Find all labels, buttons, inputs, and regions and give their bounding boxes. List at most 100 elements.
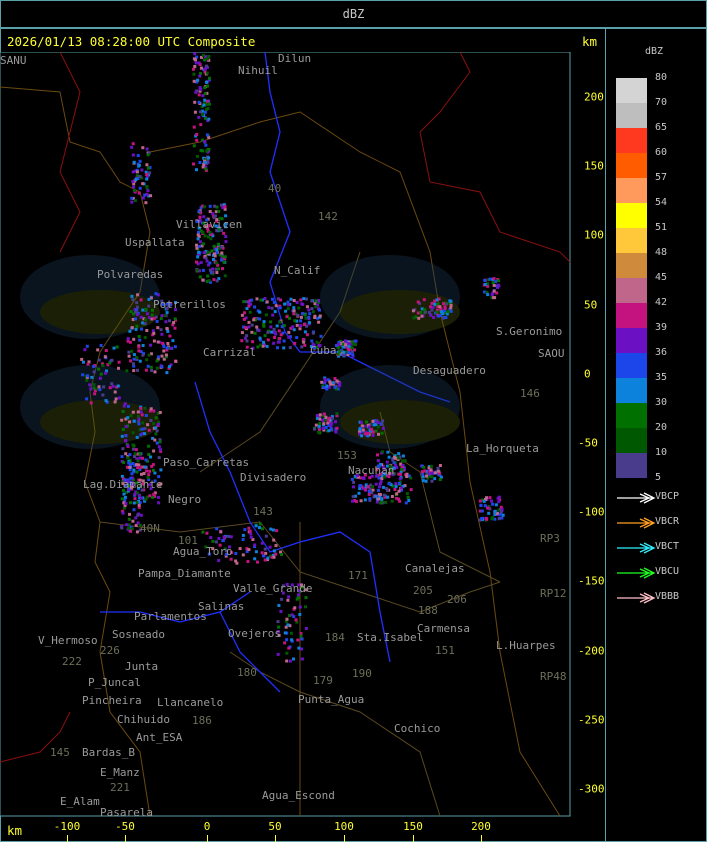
- echo-pixel: [247, 548, 251, 552]
- echo-pixel: [140, 427, 144, 431]
- echo-pixel: [215, 219, 218, 223]
- place-label: Pincheira: [82, 694, 142, 707]
- echo-pixel: [85, 375, 89, 379]
- echo-pixel: [328, 416, 332, 420]
- echo-pixel: [498, 512, 502, 516]
- echo-pixel: [423, 308, 427, 312]
- echo-pixel: [217, 226, 221, 230]
- echo-pixel: [150, 317, 154, 321]
- echo-pixel: [323, 419, 327, 423]
- echo-pixel: [390, 495, 394, 498]
- echo-pixel: [203, 98, 207, 102]
- echo-pixel: [311, 331, 315, 335]
- echo-pixel: [202, 156, 206, 160]
- radar-map[interactable]: Villavicen Uspallata Polvaredas Potrerillos…: [0, 52, 571, 817]
- echo-pixel: [277, 633, 281, 637]
- echo-pixel: [359, 421, 363, 425]
- echo-pixel: [302, 323, 306, 326]
- echo-pixel: [137, 420, 141, 424]
- x-tick-label: 0: [203, 820, 211, 833]
- radar-label: VBCP: [655, 491, 680, 502]
- place-label: Pasarela: [100, 806, 153, 817]
- echo-pixel: [140, 168, 144, 172]
- echo-pixel: [135, 491, 139, 495]
- legend-swatch: [616, 328, 647, 353]
- echo-pixel: [139, 433, 143, 437]
- echo-pixel: [193, 65, 197, 68]
- legend-label: 80: [655, 72, 668, 83]
- place-label: Sta.Isabel: [357, 631, 423, 644]
- echo-pixel: [225, 552, 228, 556]
- echo-pixel: [405, 475, 409, 478]
- echo-pixel: [336, 352, 340, 356]
- echo-pixel: [204, 67, 207, 71]
- echo-pixel: [381, 419, 385, 423]
- echo-pixel: [164, 320, 168, 324]
- echo-pixel: [330, 421, 334, 425]
- echo-pixel: [354, 343, 358, 347]
- boundary-line: [419, 52, 571, 263]
- echo-pixel: [89, 387, 93, 391]
- echo-pixel: [128, 340, 132, 344]
- echo-pixel: [432, 316, 436, 319]
- echo-pixel: [374, 423, 378, 426]
- echo-pixel: [113, 390, 117, 394]
- echo-pixel: [287, 330, 291, 334]
- echo-pixel: [295, 300, 299, 304]
- echo-pixel: [130, 480, 134, 484]
- echo-pixel: [276, 297, 280, 301]
- echo-pixel: [264, 534, 268, 538]
- echo-pixel: [390, 499, 394, 503]
- echo-pixel: [426, 476, 430, 480]
- echo-pixel: [153, 491, 157, 495]
- echo-pixel: [497, 508, 501, 512]
- echo-pixel: [122, 461, 126, 464]
- echo-pixel: [289, 335, 292, 339]
- echo-pixel: [442, 302, 445, 306]
- echo-pixel: [340, 343, 344, 347]
- echo-pixel: [224, 240, 228, 244]
- echo-pixel: [427, 311, 431, 314]
- echo-pixel: [278, 306, 282, 310]
- echo-pixel: [139, 484, 143, 488]
- place-label: Potrerillos: [153, 298, 226, 311]
- map-title: 2026/01/13 08:28:00 UTC Composite: [7, 34, 256, 49]
- echo-pixel: [159, 328, 163, 332]
- echo-pixel: [486, 506, 490, 510]
- echo-pixel: [245, 547, 249, 551]
- echo-pixel: [323, 379, 327, 383]
- echo-pixel: [273, 331, 276, 335]
- legend-swatch: [616, 403, 647, 428]
- echo-pixel: [204, 545, 208, 549]
- echo-pixel: [126, 456, 130, 460]
- echo-pixel: [279, 333, 283, 337]
- echo-pixel: [217, 277, 221, 281]
- echo-pixel: [441, 312, 445, 316]
- echo-pixel: [298, 605, 302, 609]
- legend-swatch: [616, 303, 647, 328]
- echo-pixel: [142, 488, 146, 492]
- echo-pixel: [330, 415, 334, 419]
- echo-pixel: [285, 583, 289, 586]
- echo-pixel: [279, 609, 283, 613]
- echo-pixel: [215, 261, 219, 265]
- echo-pixel: [150, 369, 154, 372]
- echo-pixel: [280, 597, 284, 601]
- echo-pixel: [217, 267, 221, 271]
- echo-pixel: [352, 480, 356, 484]
- echo-pixel: [132, 160, 136, 164]
- echo-pixel: [126, 444, 130, 448]
- echo-pixel: [132, 188, 136, 192]
- echo-pixel: [133, 308, 137, 311]
- echo-pixel: [121, 482, 125, 486]
- echo-pixel: [135, 470, 139, 474]
- echo-pixel: [198, 219, 202, 223]
- echo-pixel: [141, 432, 145, 436]
- echo-pixel: [265, 300, 269, 304]
- watermark-logo-icon: [320, 365, 460, 449]
- echo-pixel: [211, 547, 215, 551]
- echo-pixel: [274, 544, 278, 548]
- echo-pixel: [223, 547, 227, 551]
- echo-pixel: [313, 302, 317, 306]
- place-label: Ant_ESA: [136, 731, 183, 744]
